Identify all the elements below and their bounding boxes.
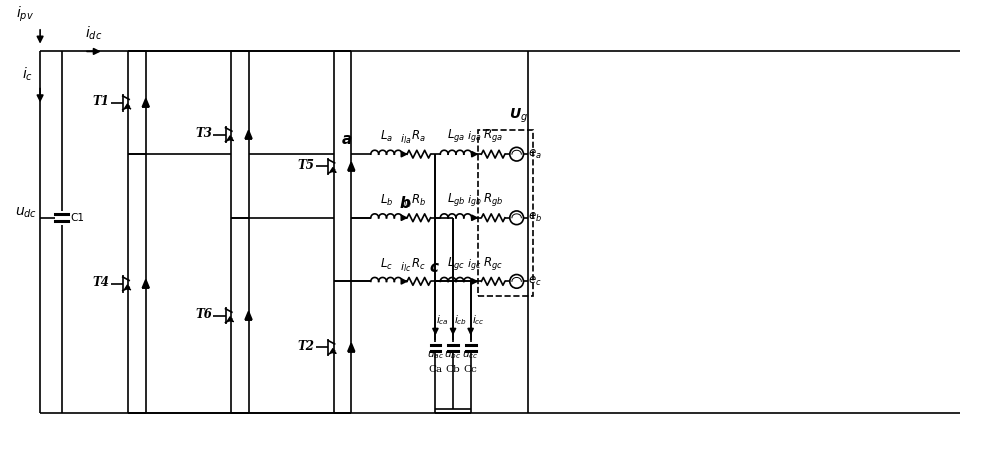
Text: $\mathit{i}_{dc}$: $\mathit{i}_{dc}$ (85, 24, 103, 42)
Text: T1: T1 (92, 95, 109, 109)
Text: $\mathit{u}_{bc}$: $\mathit{u}_{bc}$ (444, 349, 462, 360)
Text: Cb: Cb (446, 365, 460, 374)
Text: Ca: Ca (428, 365, 442, 374)
Text: $R_{gc}$: $R_{gc}$ (483, 255, 503, 271)
Text: $L_{gc}$: $L_{gc}$ (447, 255, 465, 271)
Text: $i_{gb}$: $i_{gb}$ (467, 193, 482, 210)
Text: $i_{cb}$: $i_{cb}$ (454, 314, 467, 327)
Text: T6: T6 (195, 308, 212, 321)
Text: $L_c$: $L_c$ (380, 257, 393, 271)
Text: T4: T4 (92, 276, 109, 289)
Text: $R_{ga}$: $R_{ga}$ (483, 128, 503, 144)
Text: $\mathit{u}_{ac}$: $\mathit{u}_{ac}$ (427, 349, 444, 360)
Text: T5: T5 (298, 159, 315, 172)
Polygon shape (142, 99, 149, 107)
Text: $i_{gc}$: $i_{gc}$ (467, 257, 482, 274)
Text: C1: C1 (70, 213, 84, 223)
Text: $\boldsymbol{b}$: $\boldsymbol{b}$ (399, 195, 411, 211)
Text: $L_b$: $L_b$ (380, 193, 393, 208)
Text: T2: T2 (298, 340, 315, 353)
Text: $e_a$: $e_a$ (528, 148, 542, 161)
Polygon shape (348, 343, 355, 351)
Text: $i_{la}$: $i_{la}$ (400, 133, 412, 146)
Text: $R_a$: $R_a$ (411, 129, 426, 144)
Text: $R_{gb}$: $R_{gb}$ (483, 191, 503, 208)
Text: $i_{lc}$: $i_{lc}$ (400, 260, 412, 274)
Text: $R_c$: $R_c$ (411, 257, 426, 271)
Polygon shape (245, 130, 252, 139)
Text: $\boldsymbol{a}$: $\boldsymbol{a}$ (341, 133, 352, 147)
Text: $i_{ca}$: $i_{ca}$ (436, 314, 449, 327)
Text: $i_{lb}$: $i_{lb}$ (400, 196, 412, 210)
Text: T3: T3 (195, 127, 212, 140)
Text: Cc: Cc (464, 365, 478, 374)
Text: $\mathit{u}_{cc}$: $\mathit{u}_{cc}$ (462, 349, 479, 360)
Polygon shape (348, 162, 355, 171)
Text: $L_{gb}$: $L_{gb}$ (447, 191, 465, 208)
Text: $L_{ga}$: $L_{ga}$ (447, 128, 465, 144)
Text: $\mathit{i}_{pv}$: $\mathit{i}_{pv}$ (16, 5, 34, 24)
Text: $\boldsymbol{c}$: $\boldsymbol{c}$ (429, 261, 440, 275)
Polygon shape (142, 280, 149, 288)
Text: $\mathit{i}_{c}$: $\mathit{i}_{c}$ (22, 65, 33, 83)
Text: $R_b$: $R_b$ (411, 193, 426, 208)
Text: $i_{ga}$: $i_{ga}$ (467, 130, 482, 146)
Text: $L_a$: $L_a$ (380, 129, 393, 144)
Polygon shape (245, 311, 252, 320)
Text: $e_c$: $e_c$ (528, 275, 542, 288)
Text: $\mathit{u}_{dc}$: $\mathit{u}_{dc}$ (15, 206, 37, 220)
Text: $i_{cc}$: $i_{cc}$ (472, 314, 484, 327)
Text: $e_b$: $e_b$ (528, 211, 542, 224)
Text: $\boldsymbol{U}_g$: $\boldsymbol{U}_g$ (509, 107, 528, 125)
